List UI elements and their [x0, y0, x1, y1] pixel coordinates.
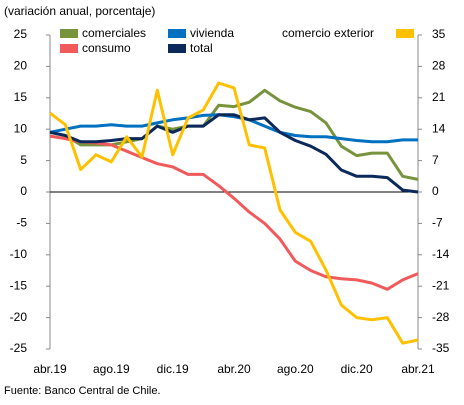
series-line	[49, 88, 419, 181]
legend-swatch	[168, 29, 186, 38]
y2-tick-label: -21	[432, 278, 450, 292]
legend-swatch	[168, 44, 186, 53]
source-note: Fuente: Banco Central de Chile.	[4, 385, 161, 397]
y-tick-label: -25	[10, 341, 28, 355]
y-tick-label: -10	[10, 247, 28, 261]
y2-tick-label: -28	[432, 310, 450, 324]
series-line	[49, 134, 419, 291]
x-tick-label: abr.21	[401, 362, 435, 376]
chart-subtitle: (variación anual, porcentaje)	[4, 4, 155, 18]
y2-tick-label: 21	[432, 90, 446, 104]
y2-tick-label: 14	[432, 121, 446, 135]
y-tick-label: 25	[14, 27, 28, 41]
series-line	[49, 113, 419, 194]
legend-label: comerciales	[82, 26, 146, 40]
legend-swatch	[60, 44, 78, 53]
y2-tick-label: 7	[432, 153, 439, 167]
series-line	[49, 113, 418, 144]
y-tick-label: 20	[14, 59, 28, 73]
legend-label: consumo	[82, 41, 131, 55]
y-tick-label: 5	[20, 153, 27, 167]
y-tick-label: -5	[16, 216, 27, 230]
y2-tick-label: -14	[432, 247, 450, 261]
y2-tick-label: -35	[432, 341, 450, 355]
x-tick-label: abr.20	[217, 362, 251, 376]
y-tick-label: 15	[14, 90, 28, 104]
legend-label: comercio exterior	[282, 26, 374, 40]
x-tick-label: ago.20	[277, 362, 314, 376]
x-tick-label: dic.19	[157, 362, 189, 376]
y-tick-label: -20	[10, 310, 28, 324]
x-tick-label: abr.19	[33, 362, 67, 376]
legend-swatch	[396, 29, 414, 38]
y2-tick-label: -7	[432, 216, 443, 230]
series-line	[49, 81, 419, 345]
x-tick-label: ago.19	[93, 362, 130, 376]
y-tick-label: 10	[14, 121, 28, 135]
y2-tick-label: 28	[432, 59, 446, 73]
y2-tick-label: 0	[432, 184, 439, 198]
y-tick-label: 0	[20, 184, 27, 198]
legend-swatch	[60, 29, 78, 38]
legend-label: total	[190, 41, 213, 55]
legend-label: vivienda	[190, 26, 234, 40]
y-tick-label: -15	[10, 278, 28, 292]
x-tick-label: dic.20	[341, 362, 373, 376]
y2-tick-label: 35	[432, 27, 446, 41]
